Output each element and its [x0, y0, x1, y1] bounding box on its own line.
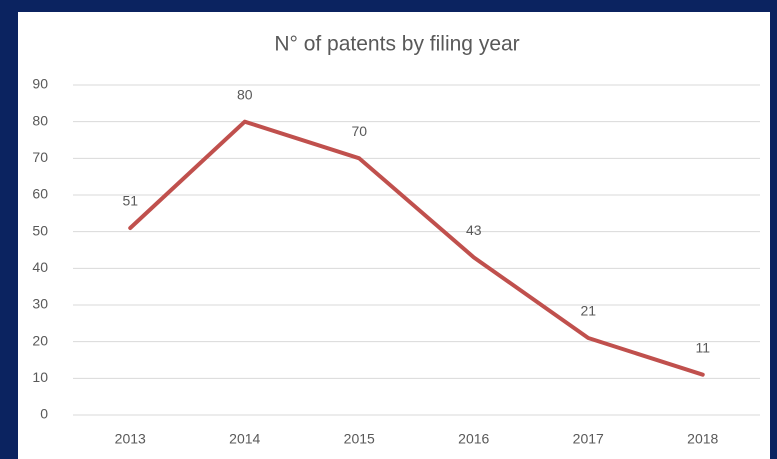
y-tick-label: 10	[32, 369, 48, 385]
x-tick-label: 2013	[115, 431, 146, 447]
y-tick-label: 30	[32, 296, 48, 312]
y-tick-label: 90	[32, 76, 48, 92]
chart-title: N° of patents by filing year	[274, 33, 519, 56]
y-tick-label: 60	[32, 186, 48, 202]
x-tick-label: 2018	[687, 431, 718, 447]
data-label: 70	[351, 123, 367, 139]
x-tick-label: 2014	[229, 431, 260, 447]
data-label: 80	[237, 86, 253, 102]
data-label: 21	[580, 303, 596, 319]
y-tick-label: 0	[40, 406, 48, 422]
y-tick-label: 40	[32, 259, 48, 275]
chart-area	[18, 12, 770, 459]
x-tick-label: 2016	[458, 431, 489, 447]
x-tick-label: 2017	[573, 431, 604, 447]
x-tick-label: 2015	[344, 431, 375, 447]
y-tick-label: 20	[32, 332, 48, 348]
y-tick-label: 70	[32, 149, 48, 165]
data-label: 43	[466, 222, 482, 238]
line-series	[128, 119, 705, 377]
data-label: 51	[122, 193, 138, 209]
y-tick-label: 80	[32, 112, 48, 128]
y-tick-label: 50	[32, 222, 48, 238]
data-label: 11	[695, 339, 710, 355]
